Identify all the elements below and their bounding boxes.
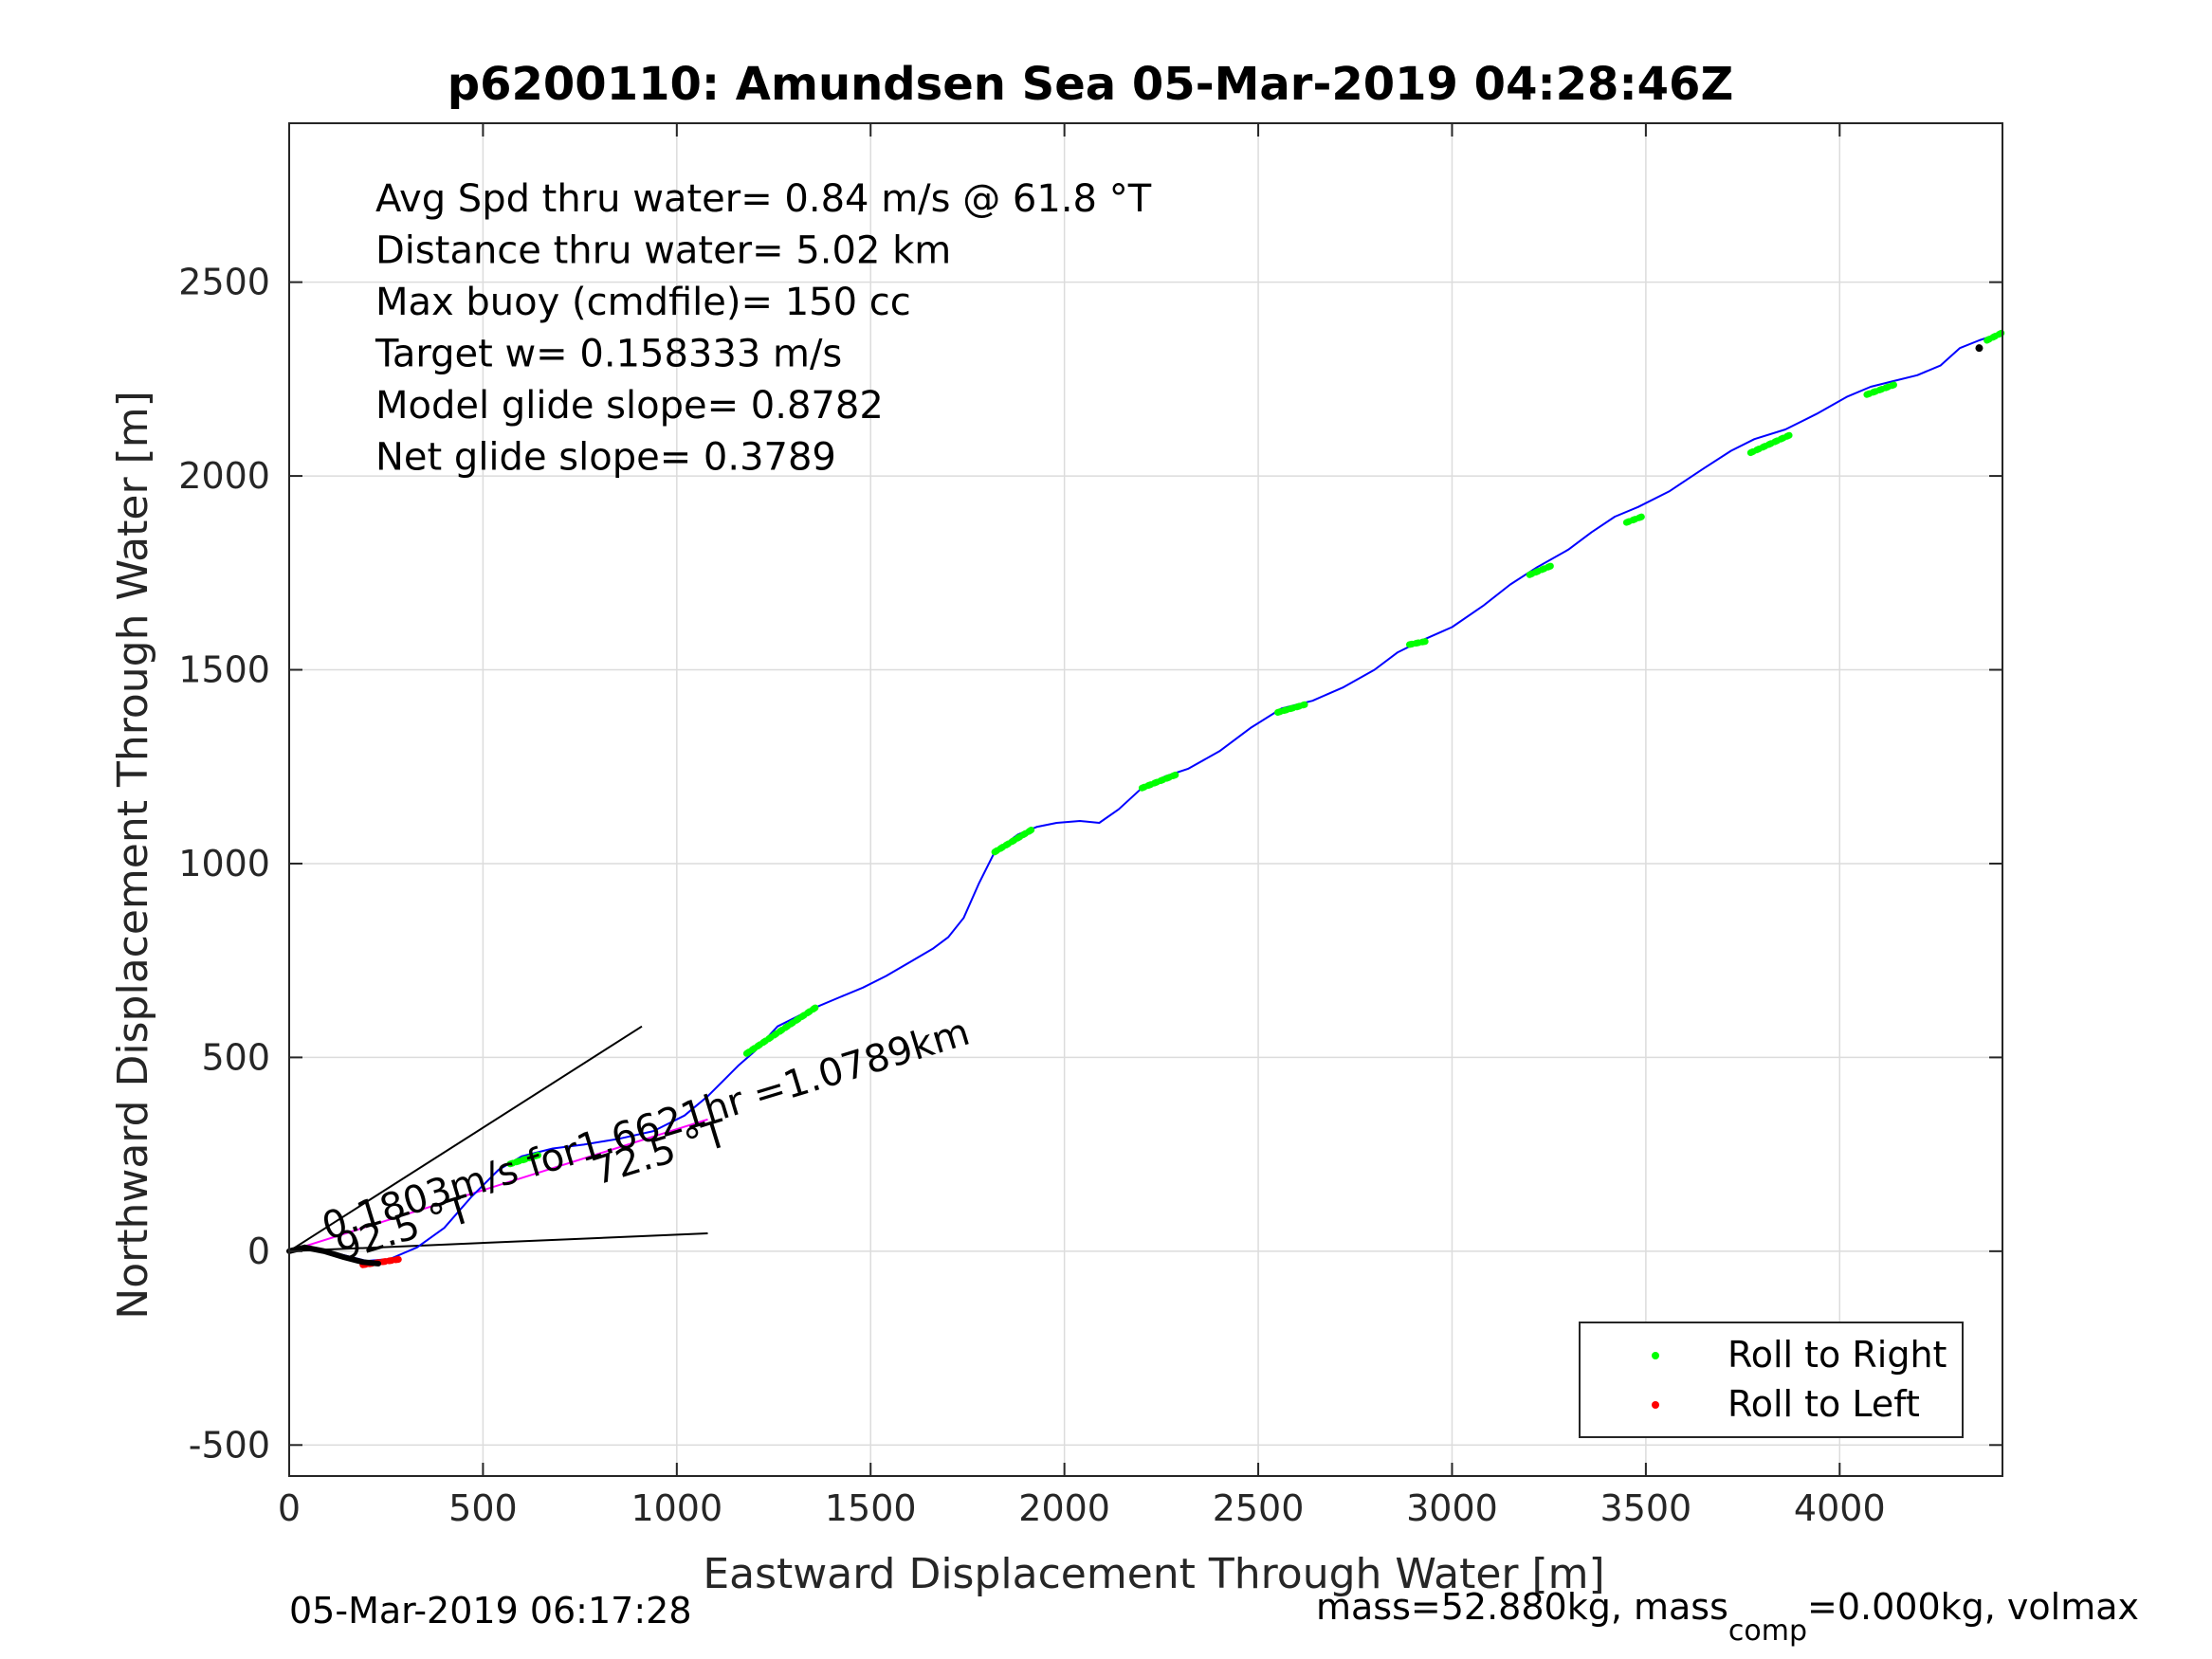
y-tick-label: 1500: [178, 649, 270, 691]
stat-line: Avg Spd thru water= 0.84 m/s @ 61.8 °T: [375, 177, 1152, 221]
x-tick-label: 0: [278, 1487, 301, 1529]
legend-marker-roll-left: [1652, 1401, 1659, 1409]
y-tick-label: -500: [189, 1424, 270, 1466]
x-tick-label: 2000: [1018, 1487, 1110, 1529]
heading-line: [288, 1025, 643, 1252]
roll-right-segment: [1863, 381, 1897, 398]
drift-vector: [288, 1118, 708, 1252]
roll-right-segment: [742, 1003, 820, 1057]
legend-label-roll-left: Roll to Left: [1728, 1383, 1920, 1425]
roll-right-segment: [1622, 513, 1646, 526]
roll-right-segment: [1138, 771, 1180, 792]
y-axis-label: Northward Displacement Through Water [m]: [109, 391, 157, 1319]
grid: [288, 123, 2002, 1476]
roll-right-segment: [506, 1151, 545, 1168]
legend-label-roll-right: Roll to Right: [1728, 1334, 1947, 1376]
roll-right-segment: [991, 825, 1037, 856]
x-tick-label: 4000: [1794, 1487, 1886, 1529]
y-tick-label: 1000: [178, 843, 270, 884]
roll-right-segment: [1274, 701, 1308, 716]
stat-line: Model glide slope= 0.8782: [375, 384, 884, 428]
x-tick-label: 2500: [1213, 1487, 1305, 1529]
descent-path: [286, 1244, 381, 1267]
stat-line: Distance thru water= 5.02 km: [375, 229, 951, 273]
y-tick-label: 0: [247, 1231, 270, 1272]
x-tick-label: 1000: [631, 1487, 722, 1529]
final-position-point: [1975, 344, 1983, 353]
x-axis-label: Eastward Displacement Through Water [m]: [703, 1550, 1604, 1598]
axes-frame: [288, 122, 2003, 1477]
x-tick-label: 3500: [1600, 1487, 1692, 1529]
footer-mass-tail: =0.000kg, volmax: [1807, 1586, 2139, 1628]
roll-right-segment: [1526, 561, 1557, 578]
x-tick-label: 1500: [825, 1487, 917, 1529]
roll-right-segment: [1746, 431, 1793, 457]
legend-marker-roll-right: [1652, 1352, 1659, 1359]
stat-line: Net glide slope= 0.3789: [375, 436, 836, 480]
y-tick-label: 2000: [178, 455, 270, 497]
heading-line: [288, 1232, 708, 1252]
footer-mass: mass=52.880kg, mass: [1316, 1586, 1728, 1628]
axes: [288, 122, 2003, 1477]
footer-mass-info: mass=52.880kg, masscomp=0.000kg, volmax: [1316, 1586, 2139, 1648]
footer-timestamp: 05-Mar-2019 06:17:28: [289, 1590, 692, 1632]
roll-right-segment: [1406, 637, 1433, 648]
chart-title: p6200110: Amundsen Sea 05-Mar-2019 04:28…: [448, 58, 1734, 111]
stat-line: Target w= 0.158333 m/s: [375, 333, 842, 376]
y-tick-label: 2500: [178, 262, 270, 303]
drift-annotation: 0.1803m/s for1.6621hr =1.0789km: [317, 1011, 974, 1249]
legend: Roll to Right Roll to Left: [1579, 1322, 1964, 1438]
track-line: [288, 331, 2003, 1263]
x-tick-label: 3000: [1406, 1487, 1498, 1529]
legend-box: [1579, 1322, 1964, 1438]
stat-line: Max buoy (cmdfile)= 150 cc: [375, 281, 911, 324]
tick-labels: 0 500 1000 1500 2000 2500 3000 3500 4000-5000500…: [178, 262, 1885, 1529]
roll-right-segment: [1983, 329, 2006, 344]
footer-mass-sub: comp: [1728, 1614, 1807, 1648]
y-tick-label: 500: [201, 1036, 270, 1078]
stats-box: Avg Spd thru water= 0.84 m/s @ 61.8 °T Di…: [375, 177, 1152, 480]
x-tick-label: 500: [448, 1487, 518, 1529]
